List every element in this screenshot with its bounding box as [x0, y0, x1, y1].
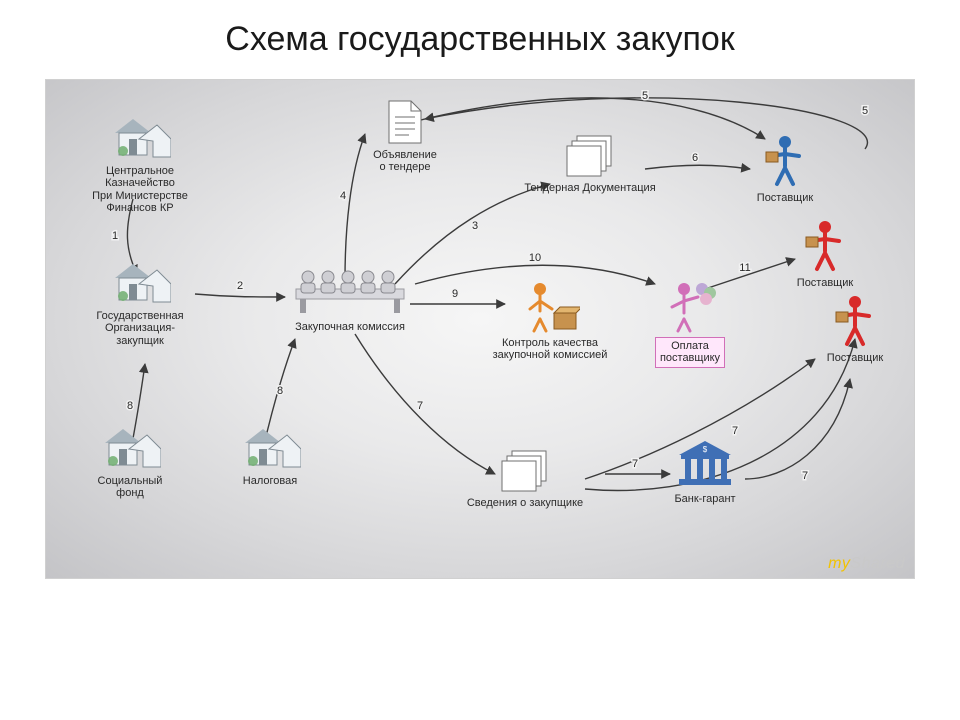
node-tax: Налоговая: [215, 419, 325, 488]
node-treasury: Центральное КазначействоПри Министерстве…: [75, 109, 205, 216]
node-tender_docs: Тендерная Документация: [515, 134, 665, 195]
node-bank: $ Банк-гарант: [645, 439, 765, 506]
diagram-stage: 124356591011887777 Центральное Казначейс…: [45, 79, 915, 579]
node-sup1: Поставщик: [735, 134, 835, 205]
svg-text:$: $: [703, 445, 708, 454]
node-social: Социальныйфонд: [75, 419, 185, 500]
node-sup2: Поставщик: [775, 219, 875, 290]
node-announce: Объявлениео тендере: [345, 99, 465, 174]
watermark: myShared: [828, 555, 905, 573]
page-title: Схема государственных закупок: [0, 0, 960, 61]
node-payment: Оплатапоставщику: [635, 279, 745, 368]
node-about_buyer: Сведения о закупщике: [445, 449, 605, 510]
node-commission: Закупочная комиссия: [275, 259, 425, 334]
node-buyer_org: ГосударственнаяОрганизация-закупщик: [75, 254, 205, 348]
node-quality: Контроль качествазакупочной комиссией: [475, 279, 625, 362]
node-sup3: Поставщик: [805, 294, 905, 365]
